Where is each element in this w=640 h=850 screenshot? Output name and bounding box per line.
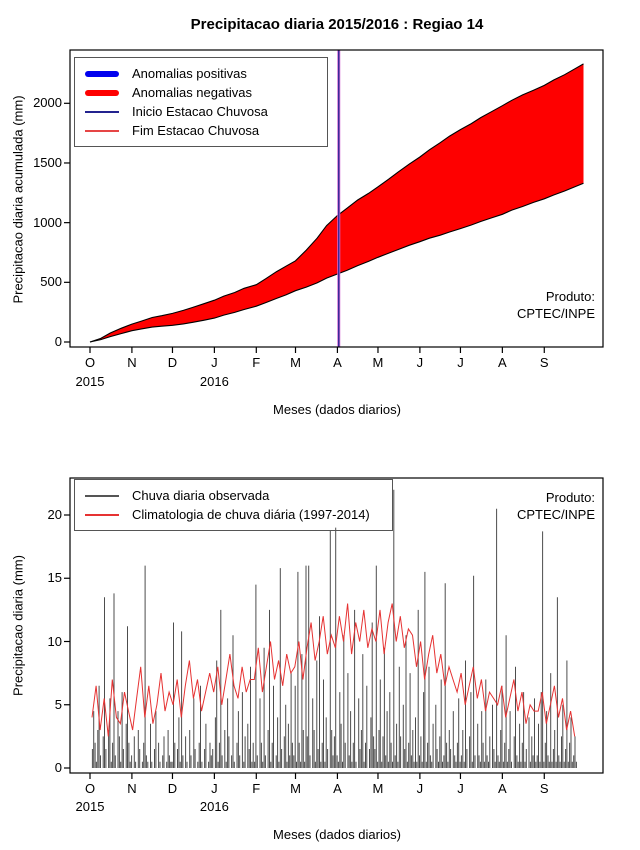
top-legend-swatch-icon — [85, 70, 119, 77]
bottom-month-label: N — [127, 781, 137, 796]
top-legend-swatch-icon — [85, 110, 119, 113]
bottom-year-label: 2015 — [75, 799, 105, 814]
bottom-produto-text: Produto: CPTEC/INPE — [517, 489, 595, 523]
negative-anomaly-area — [90, 63, 584, 343]
top-legend-label: Anomalias positivas — [132, 66, 247, 81]
top-month-label: J — [416, 355, 424, 370]
bottom-x-axis-label: Meses (dados diarios) — [273, 827, 401, 842]
top-month-label: D — [167, 355, 178, 370]
top-y-tick-label: 500 — [40, 274, 62, 290]
top-legend-label: Anomalias negativas — [132, 85, 252, 100]
top-month-label: J — [211, 355, 218, 370]
climatology-daily-line — [91, 603, 576, 737]
top-produto-line1: Produto: — [545, 289, 595, 304]
bottom-month-label: A — [498, 781, 507, 796]
bottom-legend-swatch-icon — [85, 494, 119, 497]
bottom-month-label: J — [416, 781, 424, 796]
top-legend: Anomalias positivas Anomalias negativas In… — [74, 57, 328, 147]
bottom-month-label: D — [167, 781, 178, 796]
top-month-label: N — [127, 355, 137, 370]
top-year-label: 2015 — [75, 374, 105, 389]
bottom-month-label: O — [84, 781, 96, 796]
top-legend-item: Anomalias positivas — [85, 64, 317, 83]
bottom-legend-swatch-icon — [85, 513, 119, 516]
top-legend-label: Fim Estacao Chuvosa — [132, 123, 260, 138]
top-y-tick-label: 1500 — [33, 154, 62, 170]
bottom-y-tick-label: 15 — [47, 570, 62, 586]
top-year-label: 2016 — [199, 374, 229, 389]
bottom-y-tick-label: 0 — [54, 760, 62, 775]
top-y-tick-label: 2000 — [33, 95, 62, 111]
bottom-y-tick-label: 5 — [54, 696, 62, 712]
top-month-label: M — [290, 355, 301, 370]
bottom-legend-item: Climatologia de chuva diária (1997-2014) — [85, 505, 382, 524]
bottom-month-label: F — [252, 781, 261, 796]
bottom-month-label: J — [211, 781, 218, 796]
top-y-tick-label: 1000 — [33, 214, 62, 230]
bottom-plot-box — [69, 477, 604, 774]
top-month-label: A — [333, 355, 342, 370]
top-legend-swatch-icon — [85, 129, 119, 132]
top-y-tick-label: 0 — [54, 334, 62, 349]
bottom-produto-line1: Produto: — [545, 490, 595, 505]
bottom-produto-line2: CPTEC/INPE — [516, 507, 595, 522]
bottom-legend-label: Climatologia de chuva diária (1997-2014) — [132, 507, 370, 522]
top-month-label: J — [457, 355, 464, 370]
bottom-legend-label: Chuva diaria observada — [132, 488, 270, 503]
bottom-month-label: J — [457, 781, 464, 796]
observed-daily-bars — [91, 489, 577, 768]
bottom-month-label: M — [372, 781, 384, 796]
bottom-y-tick-label: 10 — [47, 633, 62, 649]
top-legend-item: Fim Estacao Chuvosa — [85, 121, 317, 140]
bottom-month-label: A — [333, 781, 342, 796]
bottom-month-label: S — [539, 781, 549, 796]
top-plot-box — [69, 49, 604, 348]
top-legend-swatch-icon — [85, 89, 119, 96]
top-month-label: A — [498, 355, 507, 370]
top-legend-item: Inicio Estacao Chuvosa — [85, 102, 317, 121]
top-produto-text: Produto: CPTEC/INPE — [517, 288, 595, 322]
page-title: Precipitacao diaria 2015/2016 : Regiao 1… — [190, 16, 484, 33]
top-legend-item: Anomalias negativas — [85, 83, 317, 102]
bottom-year-label: 2016 — [199, 799, 229, 814]
bottom-month-label: M — [290, 781, 301, 796]
top-month-label: O — [84, 355, 96, 370]
top-produto-line2: CPTEC/INPE — [516, 306, 595, 321]
top-month-label: F — [252, 355, 261, 370]
bottom-y-tick-label: 20 — [47, 507, 62, 522]
bottom-legend-item: Chuva diaria observada — [85, 486, 382, 505]
top-x-axis-label: Meses (dados diarios) — [273, 402, 401, 417]
top-month-label: M — [372, 355, 384, 370]
top-month-label: S — [539, 355, 549, 370]
top-legend-label: Inicio Estacao Chuvosa — [132, 104, 268, 119]
bottom-legend: Chuva diaria observada Climatologia de ch… — [74, 479, 393, 531]
